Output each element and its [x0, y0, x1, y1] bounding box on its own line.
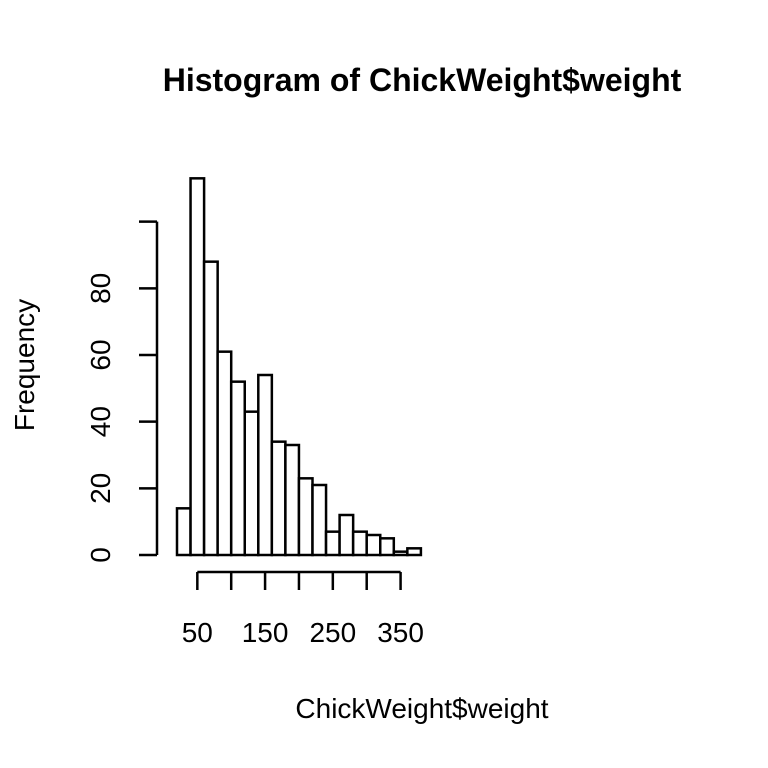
y-tick-label: 60: [85, 339, 116, 370]
histogram-bar: [189, 177, 206, 557]
bars-group: [175, 177, 423, 557]
x-tick-label: 350: [377, 617, 424, 648]
histogram-bar: [216, 350, 233, 557]
histogram-bar: [229, 380, 246, 557]
chart-title: Histogram of ChickWeight$weight: [163, 62, 682, 98]
x-axis: 50 150 250 350: [182, 570, 424, 648]
histogram-bar: [243, 410, 260, 557]
y-axis: 0 20 40 60 80: [85, 220, 159, 563]
x-axis-label: ChickWeight$weight: [295, 693, 548, 724]
y-tick-label: 40: [85, 406, 116, 437]
x-tick-label: 250: [309, 617, 356, 648]
histogram-bar: [365, 533, 382, 557]
histogram-bar: [338, 513, 355, 557]
y-tick-label: 80: [85, 273, 116, 304]
histogram-bar: [202, 260, 219, 557]
histogram-bar: [406, 547, 423, 557]
histogram-bar: [311, 483, 328, 557]
histogram-bar: [351, 530, 368, 557]
histogram-bar: [324, 530, 341, 557]
histogram-bar: [270, 440, 287, 557]
x-tick-label: 50: [182, 617, 213, 648]
y-axis-label: Frequency: [9, 299, 40, 431]
y-tick-label: 0: [85, 547, 116, 563]
x-tick-label: 150: [242, 617, 289, 648]
histogram-bar: [257, 373, 274, 557]
histogram-bar: [297, 477, 314, 557]
histogram-bar: [175, 507, 192, 557]
histogram-bar: [379, 537, 396, 557]
y-tick-label: 20: [85, 473, 116, 504]
histogram-bar: [284, 443, 301, 557]
histogram-bar: [392, 550, 409, 557]
